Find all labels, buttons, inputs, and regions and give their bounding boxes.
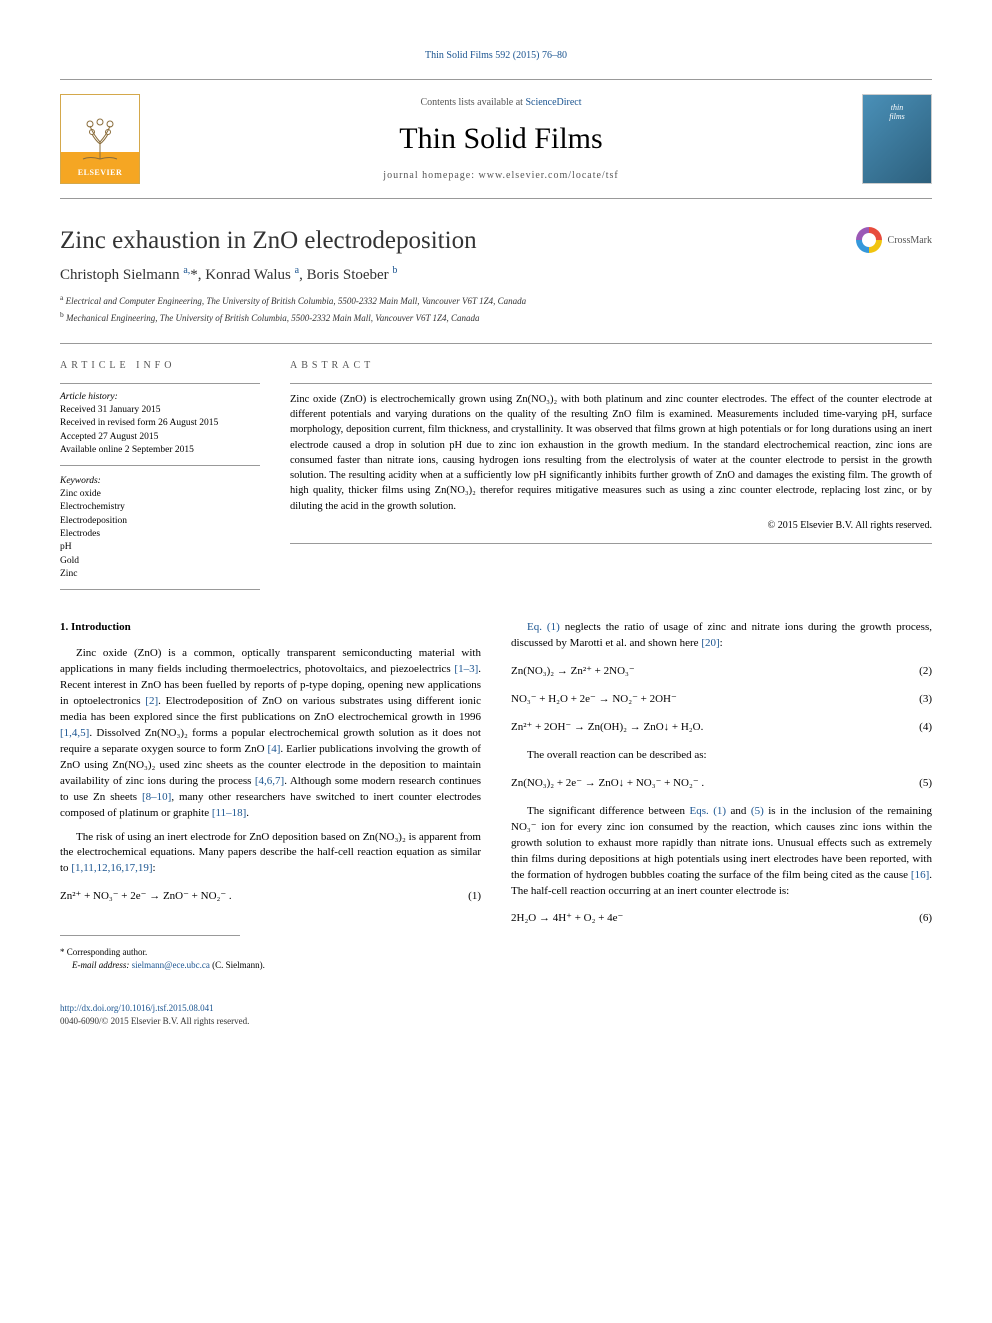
sciencedirect-link[interactable]: ScienceDirect [525,97,581,108]
elsevier-wordmark: ELSEVIER [78,168,122,177]
journal-cover-thumbnail: thin films [862,94,932,184]
equation-1: Zn²⁺ + NO₃⁻ + 2e⁻ → ZnO⁻ + NO₂⁻ . [60,889,232,905]
issn-rights: 0040-6090/© 2015 Elsevier B.V. All right… [60,1015,481,1028]
equation-5-row: Zn(NO₃)₂ + 2e⁻ → ZnO↓ + NO₃⁻ + NO₂⁻ . (5… [511,776,932,792]
history-item: Received in revised form 26 August 2015 [60,417,260,430]
equation-4-number: (4) [902,720,932,736]
elsevier-logo: ELSEVIER [60,94,140,184]
doi-link[interactable]: http://dx.doi.org/10.1016/j.tsf.2015.08.… [60,1003,214,1013]
doi-block: http://dx.doi.org/10.1016/j.tsf.2015.08.… [60,1002,481,1028]
equation-4-row: Zn²⁺ + 2OH⁻ → Zn(OH)₂ → ZnO↓ + H₂O. (4) [511,720,932,736]
keyword-item: Zinc oxide [60,488,260,501]
contents-prefix: Contents lists available at [420,97,525,108]
affiliations-block: a Electrical and Computer Engineering, T… [60,292,932,325]
cover-title-2: films [889,112,905,121]
equation-1-number: (1) [451,889,481,905]
abstract-text: Zinc oxide (ZnO) is electrochemically gr… [290,383,932,514]
corresponding-email-link[interactable]: sielmann@ece.ubc.ca [132,960,210,970]
column-right: Eq. (1) neglects the ratio of usage of z… [511,620,932,1028]
article-info-sidebar: ARTICLE INFO Article history: Received 3… [60,360,260,590]
homepage-prefix: journal homepage: [383,170,478,181]
abstract-heading: ABSTRACT [290,360,932,371]
email-line: E-mail address: sielmann@ece.ubc.ca (C. … [60,959,481,972]
column-left: 1. Introduction Zinc oxide (ZnO) is a co… [60,620,481,1028]
abstract-block: ABSTRACT Zinc oxide (ZnO) is electrochem… [290,360,932,590]
col2-para-3: The significant difference between Eqs. … [511,804,932,900]
journal-citation: Thin Solid Films 592 (2015) 76–80 [60,50,932,61]
section-1-heading: 1. Introduction [60,620,481,636]
equation-2-row: Zn(NO₃)₂ → Zn²⁺ + 2NO₃⁻ (2) [511,664,932,680]
crossmark-widget[interactable]: CrossMark [856,227,932,253]
email-suffix: (C. Sielmann). [210,960,265,970]
body-columns: 1. Introduction Zinc oxide (ZnO) is a co… [60,620,932,1028]
article-title: Zinc exhaustion in ZnO electrodeposition [60,227,477,255]
keywords-label: Keywords: [60,476,260,486]
equation-3-number: (3) [902,692,932,708]
equation-2-number: (2) [902,664,932,680]
affiliation-b: Mechanical Engineering, The University o… [66,313,480,323]
homepage-url[interactable]: www.elsevier.com/locate/tsf [479,170,619,181]
equation-5: Zn(NO₃)₂ + 2e⁻ → ZnO↓ + NO₃⁻ + NO₂⁻ . [511,776,704,792]
intro-para-1: Zinc oxide (ZnO) is a common, optically … [60,646,481,821]
col2-para-2: The overall reaction can be described as… [511,748,932,764]
journal-header: ELSEVIER Contents lists available at Sci… [60,79,932,199]
intro-para-2: The risk of using an inert electrode for… [60,830,481,878]
article-info-heading: ARTICLE INFO [60,360,260,371]
authors-line: Christoph Sielmann a,*, Konrad Walus a, … [60,265,932,284]
journal-name: Thin Solid Films [140,122,862,156]
history-label: Article history: [60,392,260,402]
keyword-item: pH [60,541,260,554]
equation-6-number: (6) [902,911,932,927]
equation-2: Zn(NO₃)₂ → Zn²⁺ + 2NO₃⁻ [511,664,635,680]
corresponding-author-note: * Corresponding author. [60,946,481,959]
col2-para-1: Eq. (1) neglects the ratio of usage of z… [511,620,932,652]
history-item: Available online 2 September 2015 [60,444,260,457]
equation-1-row: Zn²⁺ + NO₃⁻ + 2e⁻ → ZnO⁻ + NO₂⁻ . (1) [60,889,481,905]
cover-title-1: thin [891,103,903,112]
equation-3: NO₃⁻ + H₂O + 2e⁻ → NO₂⁻ + 2OH⁻ [511,692,677,708]
crossmark-label: CrossMark [888,235,932,246]
equation-6-row: 2H₂O → 4H⁺ + O₂ + 4e⁻ (6) [511,911,932,927]
journal-homepage-line: journal homepage: www.elsevier.com/locat… [140,170,862,181]
keyword-item: Gold [60,555,260,568]
history-item: Accepted 27 August 2015 [60,431,260,444]
keyword-item: Zinc [60,568,260,581]
equation-3-row: NO₃⁻ + H₂O + 2e⁻ → NO₂⁻ + 2OH⁻ (3) [511,692,932,708]
equation-5-number: (5) [902,776,932,792]
email-label: E-mail address: [72,960,132,970]
keyword-item: Electrochemistry [60,501,260,514]
equation-4: Zn²⁺ + 2OH⁻ → Zn(OH)₂ → ZnO↓ + H₂O. [511,720,703,736]
affiliation-a: Electrical and Computer Engineering, The… [66,296,527,306]
keyword-item: Electrodes [60,528,260,541]
elsevier-tree-icon [75,114,125,164]
history-item: Received 31 January 2015 [60,404,260,417]
abstract-copyright: © 2015 Elsevier B.V. All rights reserved… [290,520,932,531]
crossmark-icon [856,227,882,253]
equation-6: 2H₂O → 4H⁺ + O₂ + 4e⁻ [511,911,623,927]
contents-available-line: Contents lists available at ScienceDirec… [140,97,862,108]
keyword-item: Electrodeposition [60,515,260,528]
